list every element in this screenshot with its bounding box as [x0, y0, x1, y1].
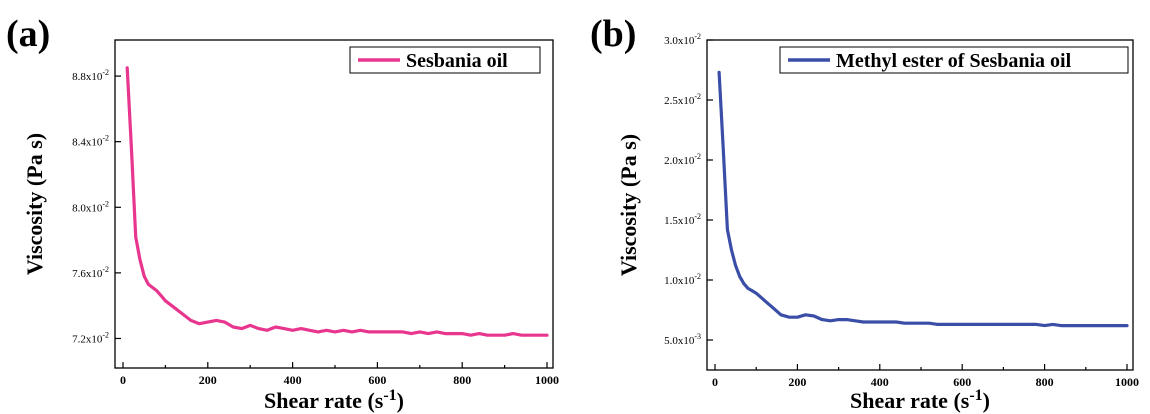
series-line [717, 70, 1129, 328]
x-tick-label: 600 [368, 373, 386, 387]
x-tick-label: 600 [953, 375, 971, 389]
x-tick-label: 0 [712, 375, 718, 389]
series-line [125, 66, 549, 337]
x-tick-label: 400 [284, 373, 302, 387]
y-tick-label: 8.0x10-2 [72, 199, 109, 214]
y-tick-label: 7.6x10-2 [72, 265, 109, 280]
legend-label: Methyl ester of Sesbania oil [836, 50, 1072, 72]
x-tick-label: 1000 [1115, 375, 1139, 389]
x-tick-label: 400 [871, 375, 889, 389]
plot-frame [114, 39, 554, 369]
panel-label: (a) [6, 13, 50, 55]
x-tick-label: 0 [120, 373, 126, 387]
y-tick-label: 5.0x10-3 [664, 332, 701, 347]
y-tick-label: 1.0x10-2 [664, 272, 701, 287]
panel-label: (b) [590, 13, 636, 55]
y-tick-label: 8.8x10-2 [72, 68, 109, 83]
x-tick-label: 800 [1036, 375, 1054, 389]
plot-frame [706, 39, 1134, 371]
y-tick-label: 3.0x10-2 [664, 32, 701, 47]
x-tick-label: 200 [788, 375, 806, 389]
chart-panel-0: (a) 0 200 400 600 800 1000 7.2x10-2 7.6x10-2 8.0x… [6, 13, 559, 413]
y-axis-title: Viscosity (Pa s) [22, 133, 47, 275]
y-tick-label: 7.2x10-2 [72, 330, 109, 345]
y-tick-label: 2.5x10-2 [664, 92, 701, 107]
y-tick-label: 1.5x10-2 [664, 212, 701, 227]
x-tick-label: 200 [199, 373, 217, 387]
chart-panel-1: (b) 0 200 400 600 800 1000 5.0x10-3 1.0x10-2 1.5x… [590, 13, 1139, 413]
y-tick-label: 8.4x10-2 [72, 134, 109, 149]
x-tick-label: 800 [453, 373, 471, 387]
legend-label: Sesbania oil [406, 50, 508, 72]
y-tick-label: 2.0x10-2 [664, 152, 701, 167]
y-axis-title: Viscosity (Pa s) [616, 134, 641, 276]
x-tick-label: 1000 [535, 373, 559, 387]
x-axis-title: Shear rate (s-1) [264, 387, 404, 413]
legend-box [779, 46, 1129, 74]
x-axis-title: Shear rate (s-1) [850, 387, 990, 413]
